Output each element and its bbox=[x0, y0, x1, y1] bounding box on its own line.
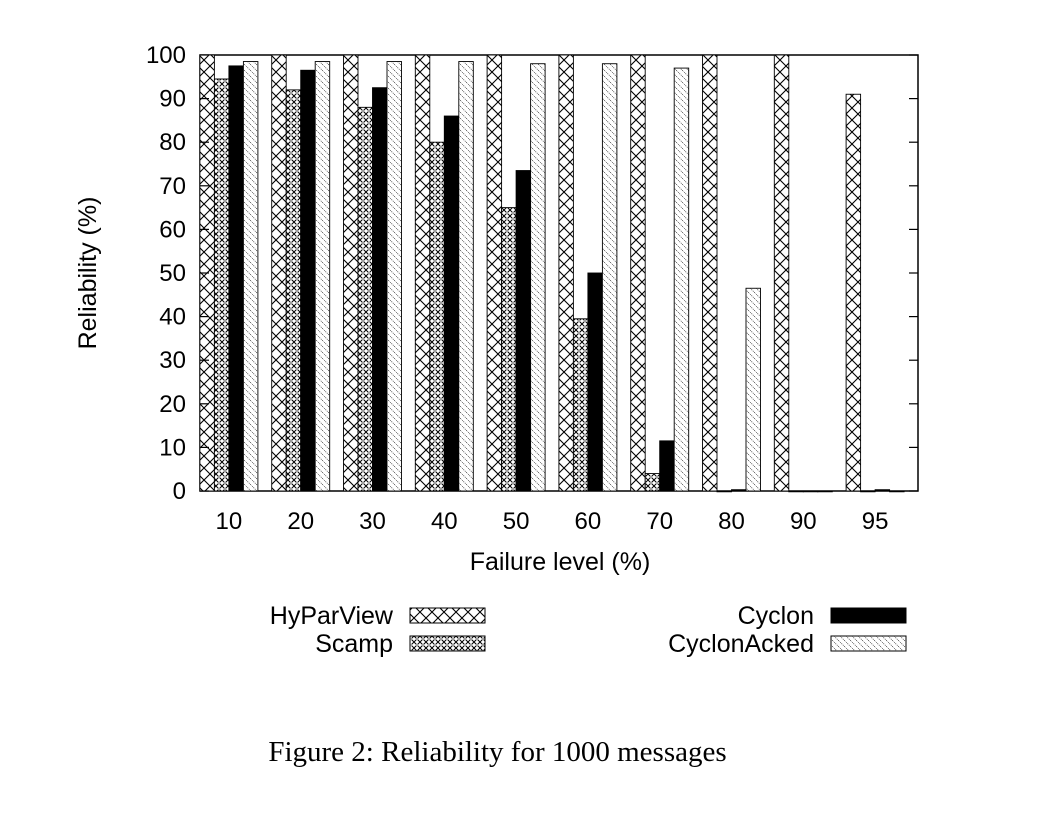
bar-scamp-70 bbox=[644, 473, 661, 492]
x-tick-label: 80 bbox=[718, 508, 745, 535]
x-tick-label: 40 bbox=[431, 508, 458, 535]
legend: HyParView Scamp Cyclon CyclonAcked bbox=[270, 602, 907, 658]
x-tick-label: 50 bbox=[503, 508, 530, 535]
bar-hyparview-70 bbox=[630, 54, 646, 492]
legend-swatch-cyclon bbox=[830, 607, 907, 624]
bar-scamp-10 bbox=[213, 78, 230, 492]
y-tick-label: 60 bbox=[159, 216, 186, 243]
y-tick-label: 70 bbox=[159, 173, 186, 200]
legend-label-scamp: Scamp bbox=[315, 630, 393, 658]
y-tick-label: 80 bbox=[159, 129, 186, 156]
x-tick-label: 90 bbox=[790, 508, 817, 535]
bar-cyclonacked-30 bbox=[386, 61, 402, 492]
y-tick-label: 100 bbox=[146, 42, 186, 69]
bar-cyclon-95 bbox=[874, 489, 891, 492]
x-tick-label: 10 bbox=[216, 508, 243, 535]
y-tick-label: 20 bbox=[159, 391, 186, 418]
bar-cyclonacked-95 bbox=[889, 490, 905, 493]
x-tick-label: 30 bbox=[359, 508, 386, 535]
bar-hyparview-80 bbox=[702, 54, 718, 492]
y-tick-label: 10 bbox=[159, 434, 186, 461]
bar-cyclon-40 bbox=[443, 115, 460, 492]
bar-scamp-80 bbox=[716, 490, 732, 493]
bar-hyparview-90 bbox=[773, 54, 790, 492]
bar-cyclonacked-80 bbox=[745, 287, 761, 492]
bar-cyclonacked-60 bbox=[601, 63, 618, 492]
x-axis-ticks: 10 20 30 40 50 60 70 80 90 95 bbox=[216, 508, 889, 535]
bar-cyclon-10 bbox=[228, 65, 244, 492]
bar-hyparview-50 bbox=[486, 54, 503, 492]
x-tick-label: 60 bbox=[575, 508, 602, 535]
legend-swatch-cyclonacked bbox=[830, 635, 907, 652]
bar-scamp-50 bbox=[501, 207, 517, 492]
bar-cyclonacked-90 bbox=[817, 490, 833, 493]
y-tick-label: 40 bbox=[159, 304, 186, 331]
x-axis-title: Failure level (%) bbox=[470, 548, 651, 576]
bar-scamp-40 bbox=[429, 141, 445, 492]
bar-scamp-95 bbox=[860, 490, 876, 493]
bar-cyclon-50 bbox=[515, 170, 532, 492]
legend-label-hyparview: HyParView bbox=[270, 602, 394, 630]
y-axis-ticks: 0 10 20 30 40 50 60 70 80 90 100 bbox=[146, 42, 918, 505]
legend-swatch-hyparview bbox=[409, 607, 486, 624]
figure-caption: Figure 2: Reliability for 1000 messages bbox=[268, 736, 727, 768]
bar-cyclonacked-50 bbox=[530, 63, 546, 492]
bar-hyparview-95 bbox=[845, 93, 862, 492]
bar-cyclon-90 bbox=[802, 490, 819, 493]
y-tick-label: 90 bbox=[159, 86, 186, 113]
bar-cyclon-70 bbox=[659, 440, 675, 492]
legend-label-cyclon: Cyclon bbox=[738, 602, 814, 630]
bar-cyclon-30 bbox=[372, 87, 388, 492]
bar-hyparview-60 bbox=[558, 54, 574, 492]
bar-scamp-90 bbox=[788, 490, 804, 493]
legend-swatch-scamp bbox=[409, 635, 486, 652]
bars bbox=[199, 54, 905, 493]
bar-cyclon-20 bbox=[300, 69, 316, 492]
bar-scamp-30 bbox=[357, 106, 373, 492]
bar-cyclonacked-40 bbox=[458, 61, 474, 492]
x-tick-label: 20 bbox=[287, 508, 314, 535]
bar-scamp-20 bbox=[285, 89, 302, 492]
bar-cyclonacked-10 bbox=[242, 61, 259, 492]
bar-hyparview-30 bbox=[343, 54, 359, 492]
y-tick-label: 50 bbox=[159, 260, 186, 287]
bar-cyclon-80 bbox=[731, 489, 747, 492]
bar-hyparview-40 bbox=[414, 54, 431, 492]
x-tick-label: 95 bbox=[862, 508, 889, 535]
bar-hyparview-20 bbox=[271, 54, 287, 492]
bar-scamp-60 bbox=[572, 318, 589, 492]
bar-cyclonacked-20 bbox=[314, 61, 331, 492]
bar-cyclonacked-70 bbox=[673, 67, 690, 492]
x-tick-label: 70 bbox=[646, 508, 673, 535]
y-axis-title: Reliability (%) bbox=[74, 197, 102, 350]
y-tick-label: 30 bbox=[159, 347, 186, 374]
legend-label-cyclonacked: CyclonAcked bbox=[668, 630, 814, 658]
bar-cyclon-60 bbox=[587, 272, 603, 492]
y-tick-label: 0 bbox=[173, 478, 186, 505]
